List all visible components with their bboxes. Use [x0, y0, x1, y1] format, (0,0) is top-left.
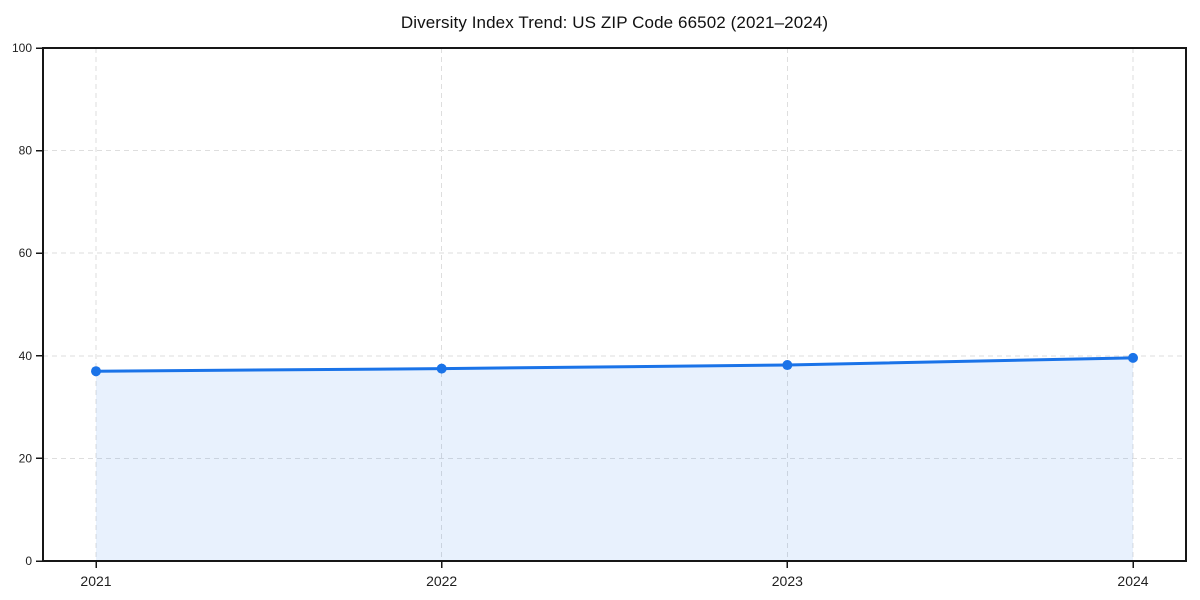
chart-title: Diversity Index Trend: US ZIP Code 66502… [400, 13, 829, 32]
x-axis-tick-label: 2022 [426, 573, 457, 589]
x-axis-tick-label: 2021 [80, 573, 111, 589]
data-point-marker [782, 360, 793, 371]
y-axis-tick-label: 60 [19, 246, 33, 260]
data-point-marker [436, 363, 447, 374]
x-axis-tick-label: 2023 [772, 573, 803, 589]
y-axis-tick-label: 20 [19, 451, 33, 465]
y-axis-tick-label: 40 [19, 349, 33, 363]
y-axis-tick-label: 0 [25, 554, 32, 568]
y-axis-tick-label: 80 [19, 144, 33, 158]
area-fill [96, 357, 1133, 561]
y-axis-tick-label: 100 [12, 41, 32, 55]
axes-frame [42, 47, 1187, 562]
data-point-marker [91, 366, 101, 377]
x-axis-tick-label: 2024 [1117, 573, 1148, 589]
data-point-marker [1128, 352, 1138, 363]
trend-line [94, 356, 1135, 373]
